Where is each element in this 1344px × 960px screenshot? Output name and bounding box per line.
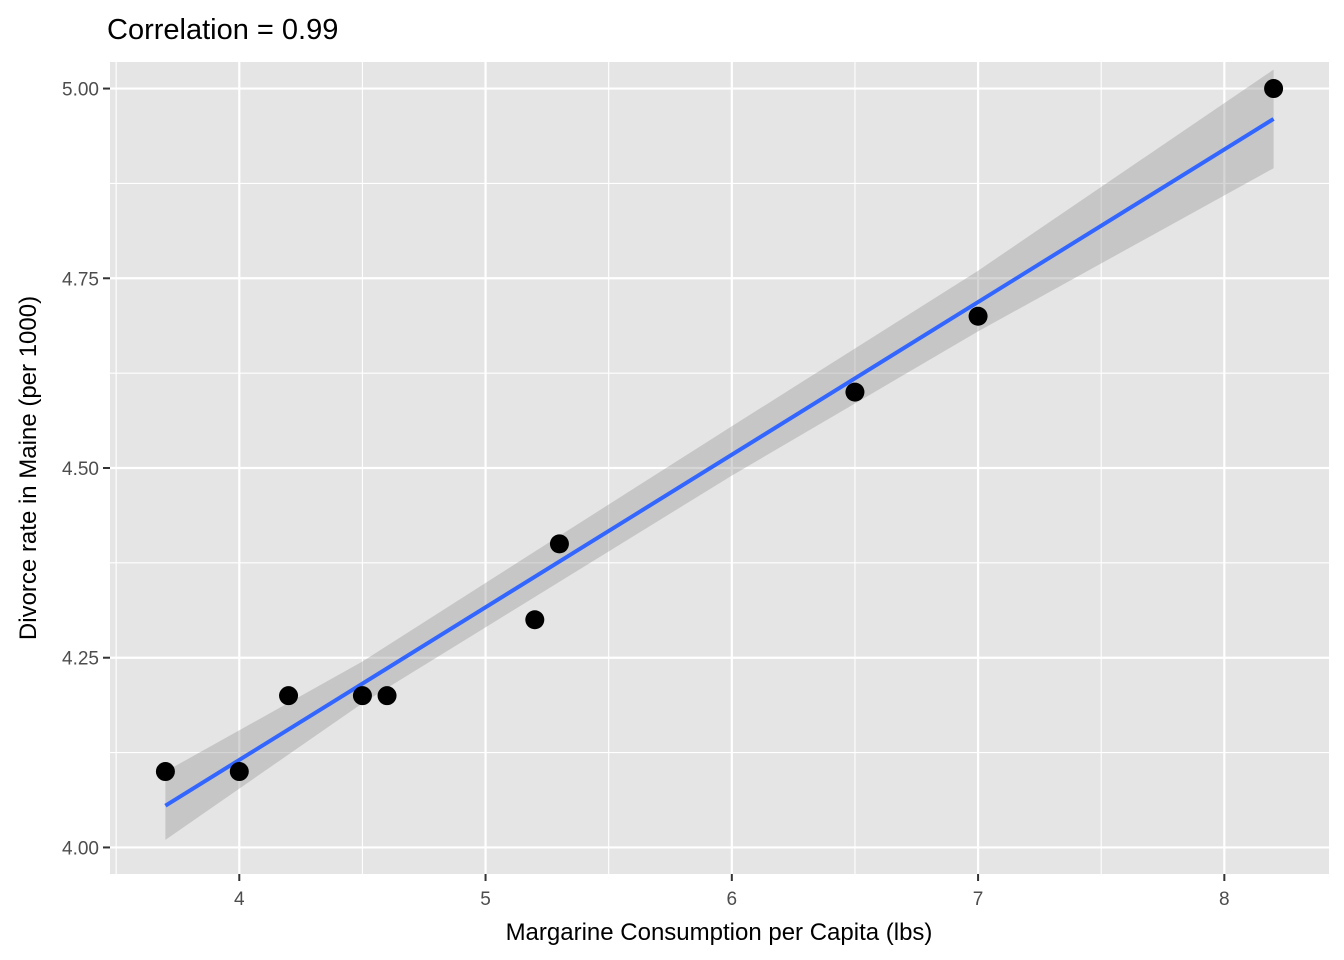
x-tick-label-2: 6: [727, 889, 738, 910]
trend-line: [164, 117, 1275, 808]
y-tick-label-1: 4.25: [62, 649, 99, 670]
y-axis: 4.00 4.25 4.50 4.75 5.00: [62, 80, 110, 859]
data-point-6: [549, 534, 569, 554]
y-tick-label-4: 5.00: [62, 80, 99, 101]
data-point-3: [352, 686, 372, 706]
y-tick-label-0: 4.00: [62, 838, 99, 859]
x-tick-label-3: 7: [973, 889, 984, 910]
data-point-1: [229, 762, 249, 782]
data-point-8: [968, 306, 988, 326]
x-tick-label-4: 8: [1219, 889, 1230, 910]
data-point-0: [155, 762, 175, 782]
x-axis: 4 5 6 7 8: [234, 874, 1230, 910]
data-point-4: [377, 686, 397, 706]
chart-title: Correlation = 0.99: [107, 14, 338, 46]
x-tick-label-1: 5: [480, 889, 491, 910]
y-tick-label-2: 4.50: [62, 459, 99, 480]
data-point-2: [279, 686, 299, 706]
data-point-5: [525, 610, 545, 630]
confidence-band: [165, 69, 1274, 840]
data-point-7: [845, 382, 865, 402]
data-point-9: [1264, 79, 1284, 99]
major-gridlines: [110, 62, 1329, 874]
y-tick-label-3: 4.75: [62, 269, 99, 290]
x-axis-title: Margarine Consumption per Capita (lbs): [506, 919, 933, 946]
x-tick-label-0: 4: [234, 889, 245, 910]
data-points: [155, 79, 1284, 782]
y-axis-title: Divorce rate in Maine (per 1000): [15, 296, 42, 640]
